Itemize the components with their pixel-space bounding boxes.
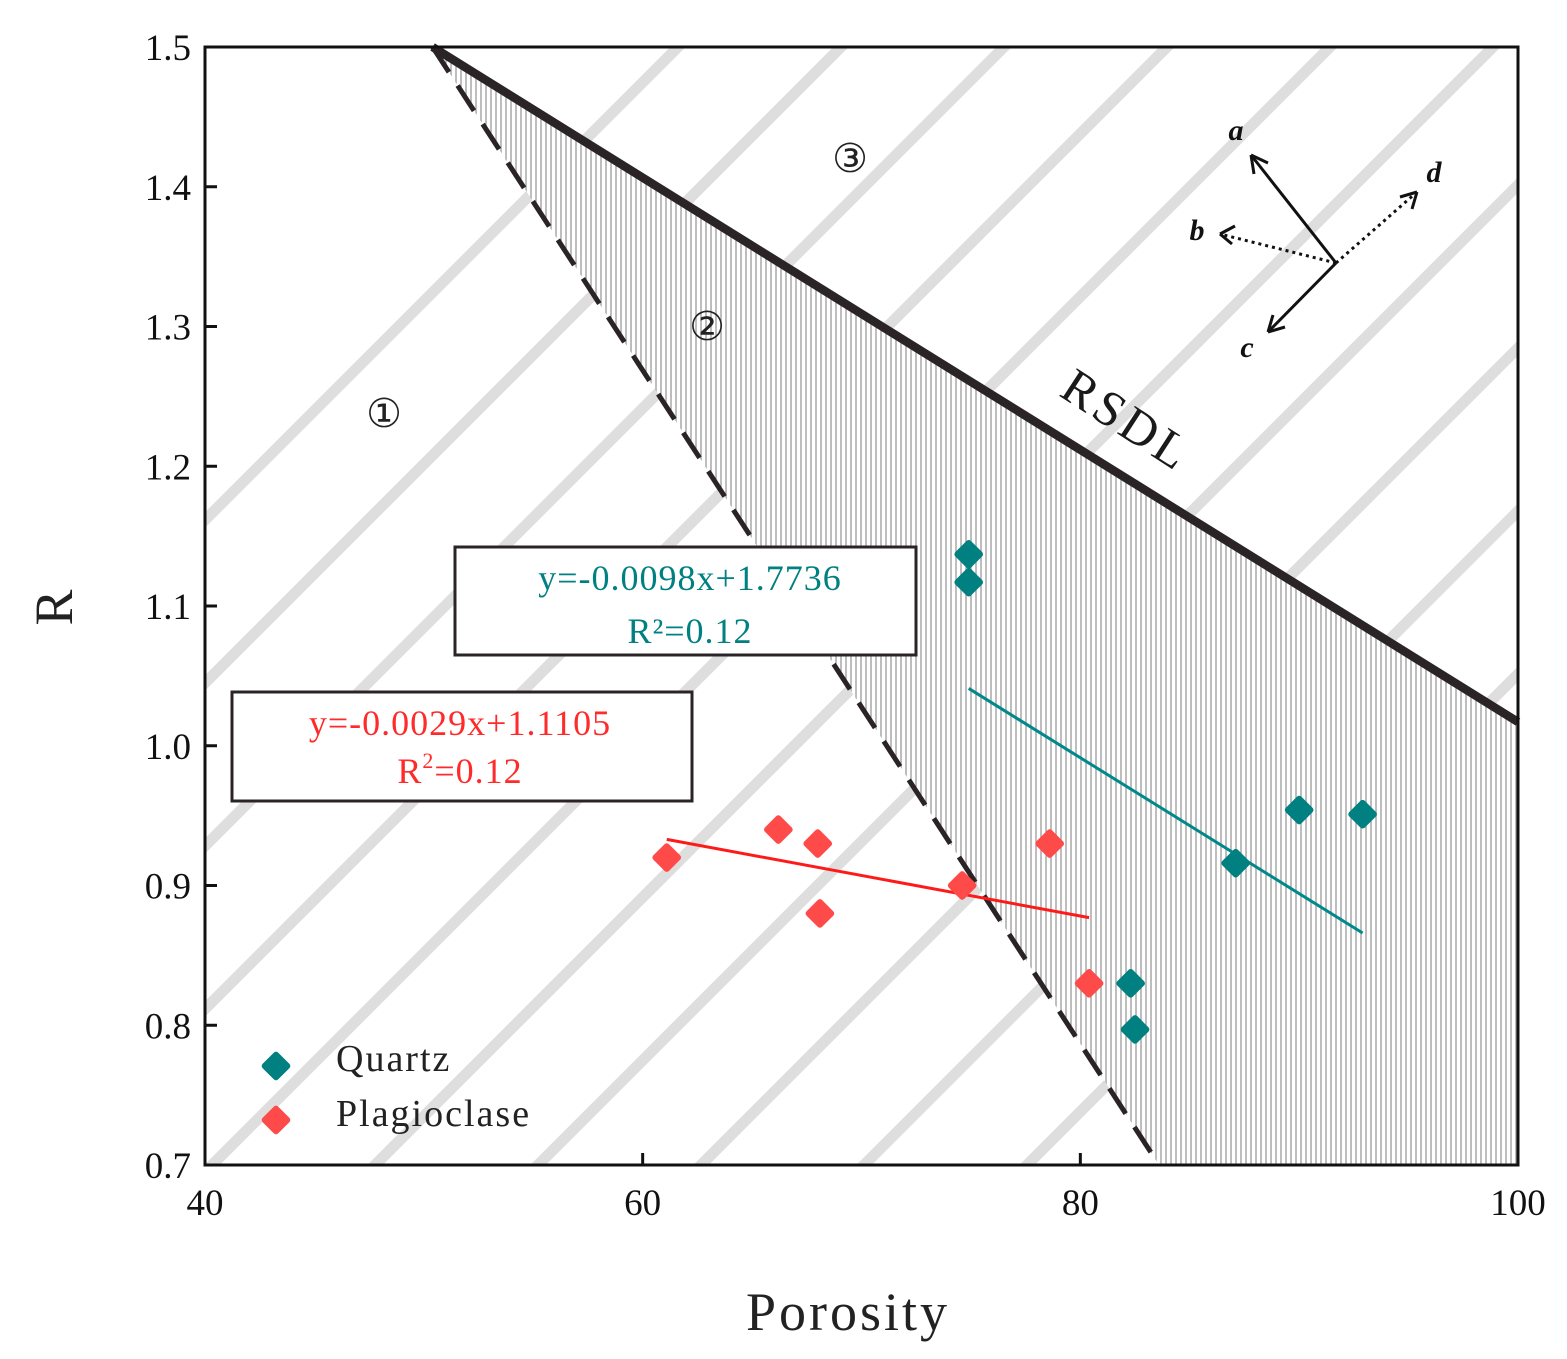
plagioclase-point: [1035, 829, 1065, 858]
y-axis-title: R: [24, 586, 84, 625]
quartz-equation: y=-0.0098x+1.7736: [538, 558, 842, 598]
x-tick-label: 60: [624, 1183, 661, 1224]
y-tick-label: 1.1: [145, 587, 191, 628]
direction-arrows: a b c d: [1190, 114, 1443, 364]
plagioclase-point: [947, 871, 977, 900]
y-tick-label: 1.5: [145, 28, 191, 69]
plagioclase-point: [803, 829, 833, 858]
plagioclase-equation-box: y=-0.0029x+1.1105 R2=0.12: [230, 690, 694, 803]
region-1-label: ①: [366, 391, 402, 437]
arrow-d-head: [1399, 190, 1419, 210]
x-tick-label: 40: [187, 1183, 224, 1224]
arrow-c-label: c: [1240, 331, 1253, 364]
y-tick-label: 1.0: [145, 727, 191, 768]
plagioclase-point: [652, 843, 682, 872]
plagioclase-point: [1074, 969, 1104, 998]
y-tick-label: 1.2: [145, 447, 191, 488]
quartz-equation-frame: [453, 545, 918, 657]
axis-ticks: 0.7 0.8 0.9 1.0 1.1 1.2 1.3 1.4 1.5 40 60 80 100: [145, 28, 1546, 1224]
data-points: [652, 539, 1377, 1044]
plagioclase-r2-value: =0.12: [434, 751, 522, 791]
plagioclase-point: [805, 899, 835, 928]
plagioclase-point: [764, 815, 793, 844]
hatch-stripe: [205, 47, 849, 691]
legend-quartz-label: Quartz: [336, 1038, 451, 1080]
region-3-label: ③: [832, 136, 868, 182]
plagioclase-r2-symbol: R: [397, 751, 422, 791]
arrow-b-head: [1219, 224, 1236, 246]
legend-plagioclase-label: Plagioclase: [336, 1093, 531, 1135]
plagioclase-r2-superscript: 2: [422, 748, 434, 773]
y-tick-label: 0.8: [145, 1006, 191, 1047]
hatch-stripe: [856, 503, 1518, 1165]
quartz-r2: R²=0.12: [627, 611, 752, 651]
y-tick-label: 0.7: [145, 1146, 191, 1187]
quartz-point: [1348, 799, 1377, 829]
x-tick-label: 100: [1490, 1183, 1546, 1224]
quartz-fit-line: [967, 687, 1364, 935]
quartz-point: [1284, 795, 1314, 825]
legend-plagioclase-marker: [261, 1105, 291, 1135]
quartz-point: [1120, 1015, 1150, 1044]
x-axis-title: Porosity: [746, 1282, 950, 1342]
arrow-b-label: b: [1190, 214, 1205, 247]
plagioclase-equation: y=-0.0029x+1.1105: [309, 703, 611, 743]
quartz-point: [954, 539, 984, 569]
region-2-hatching: [432, 47, 1518, 1165]
x-tick-label: 80: [1062, 1183, 1099, 1224]
legend-quartz-marker: [261, 1051, 291, 1081]
y-tick-label: 0.9: [145, 867, 191, 908]
quartz-point: [1116, 969, 1145, 998]
rsdl-line: [430, 43, 1521, 726]
quartz-point: [954, 567, 984, 597]
arrow-b-line: [1219, 232, 1337, 265]
arrow-a-head: [1249, 153, 1269, 175]
arrow-c-line: [1266, 261, 1338, 334]
arrow-c-head: [1266, 314, 1286, 334]
quartz-point: [1221, 848, 1251, 878]
arrow-a-label: a: [1229, 114, 1244, 147]
plagioclase-equation-frame: [230, 690, 694, 803]
y-tick-label: 1.3: [145, 308, 191, 349]
y-tick-label: 1.4: [145, 168, 191, 209]
arrow-d-label: d: [1427, 156, 1443, 189]
arrow-a-line: [1249, 154, 1338, 264]
plagioclase-r2: R2=0.12: [397, 748, 522, 791]
region-2-label: ②: [689, 304, 725, 350]
plagioclase-fit-line: [666, 837, 1090, 920]
legend: Quartz Plagioclase: [261, 1038, 531, 1135]
quartz-equation-box: y=-0.0098x+1.7736 R²=0.12: [453, 545, 918, 657]
hatch-stripe: [693, 340, 1518, 1165]
